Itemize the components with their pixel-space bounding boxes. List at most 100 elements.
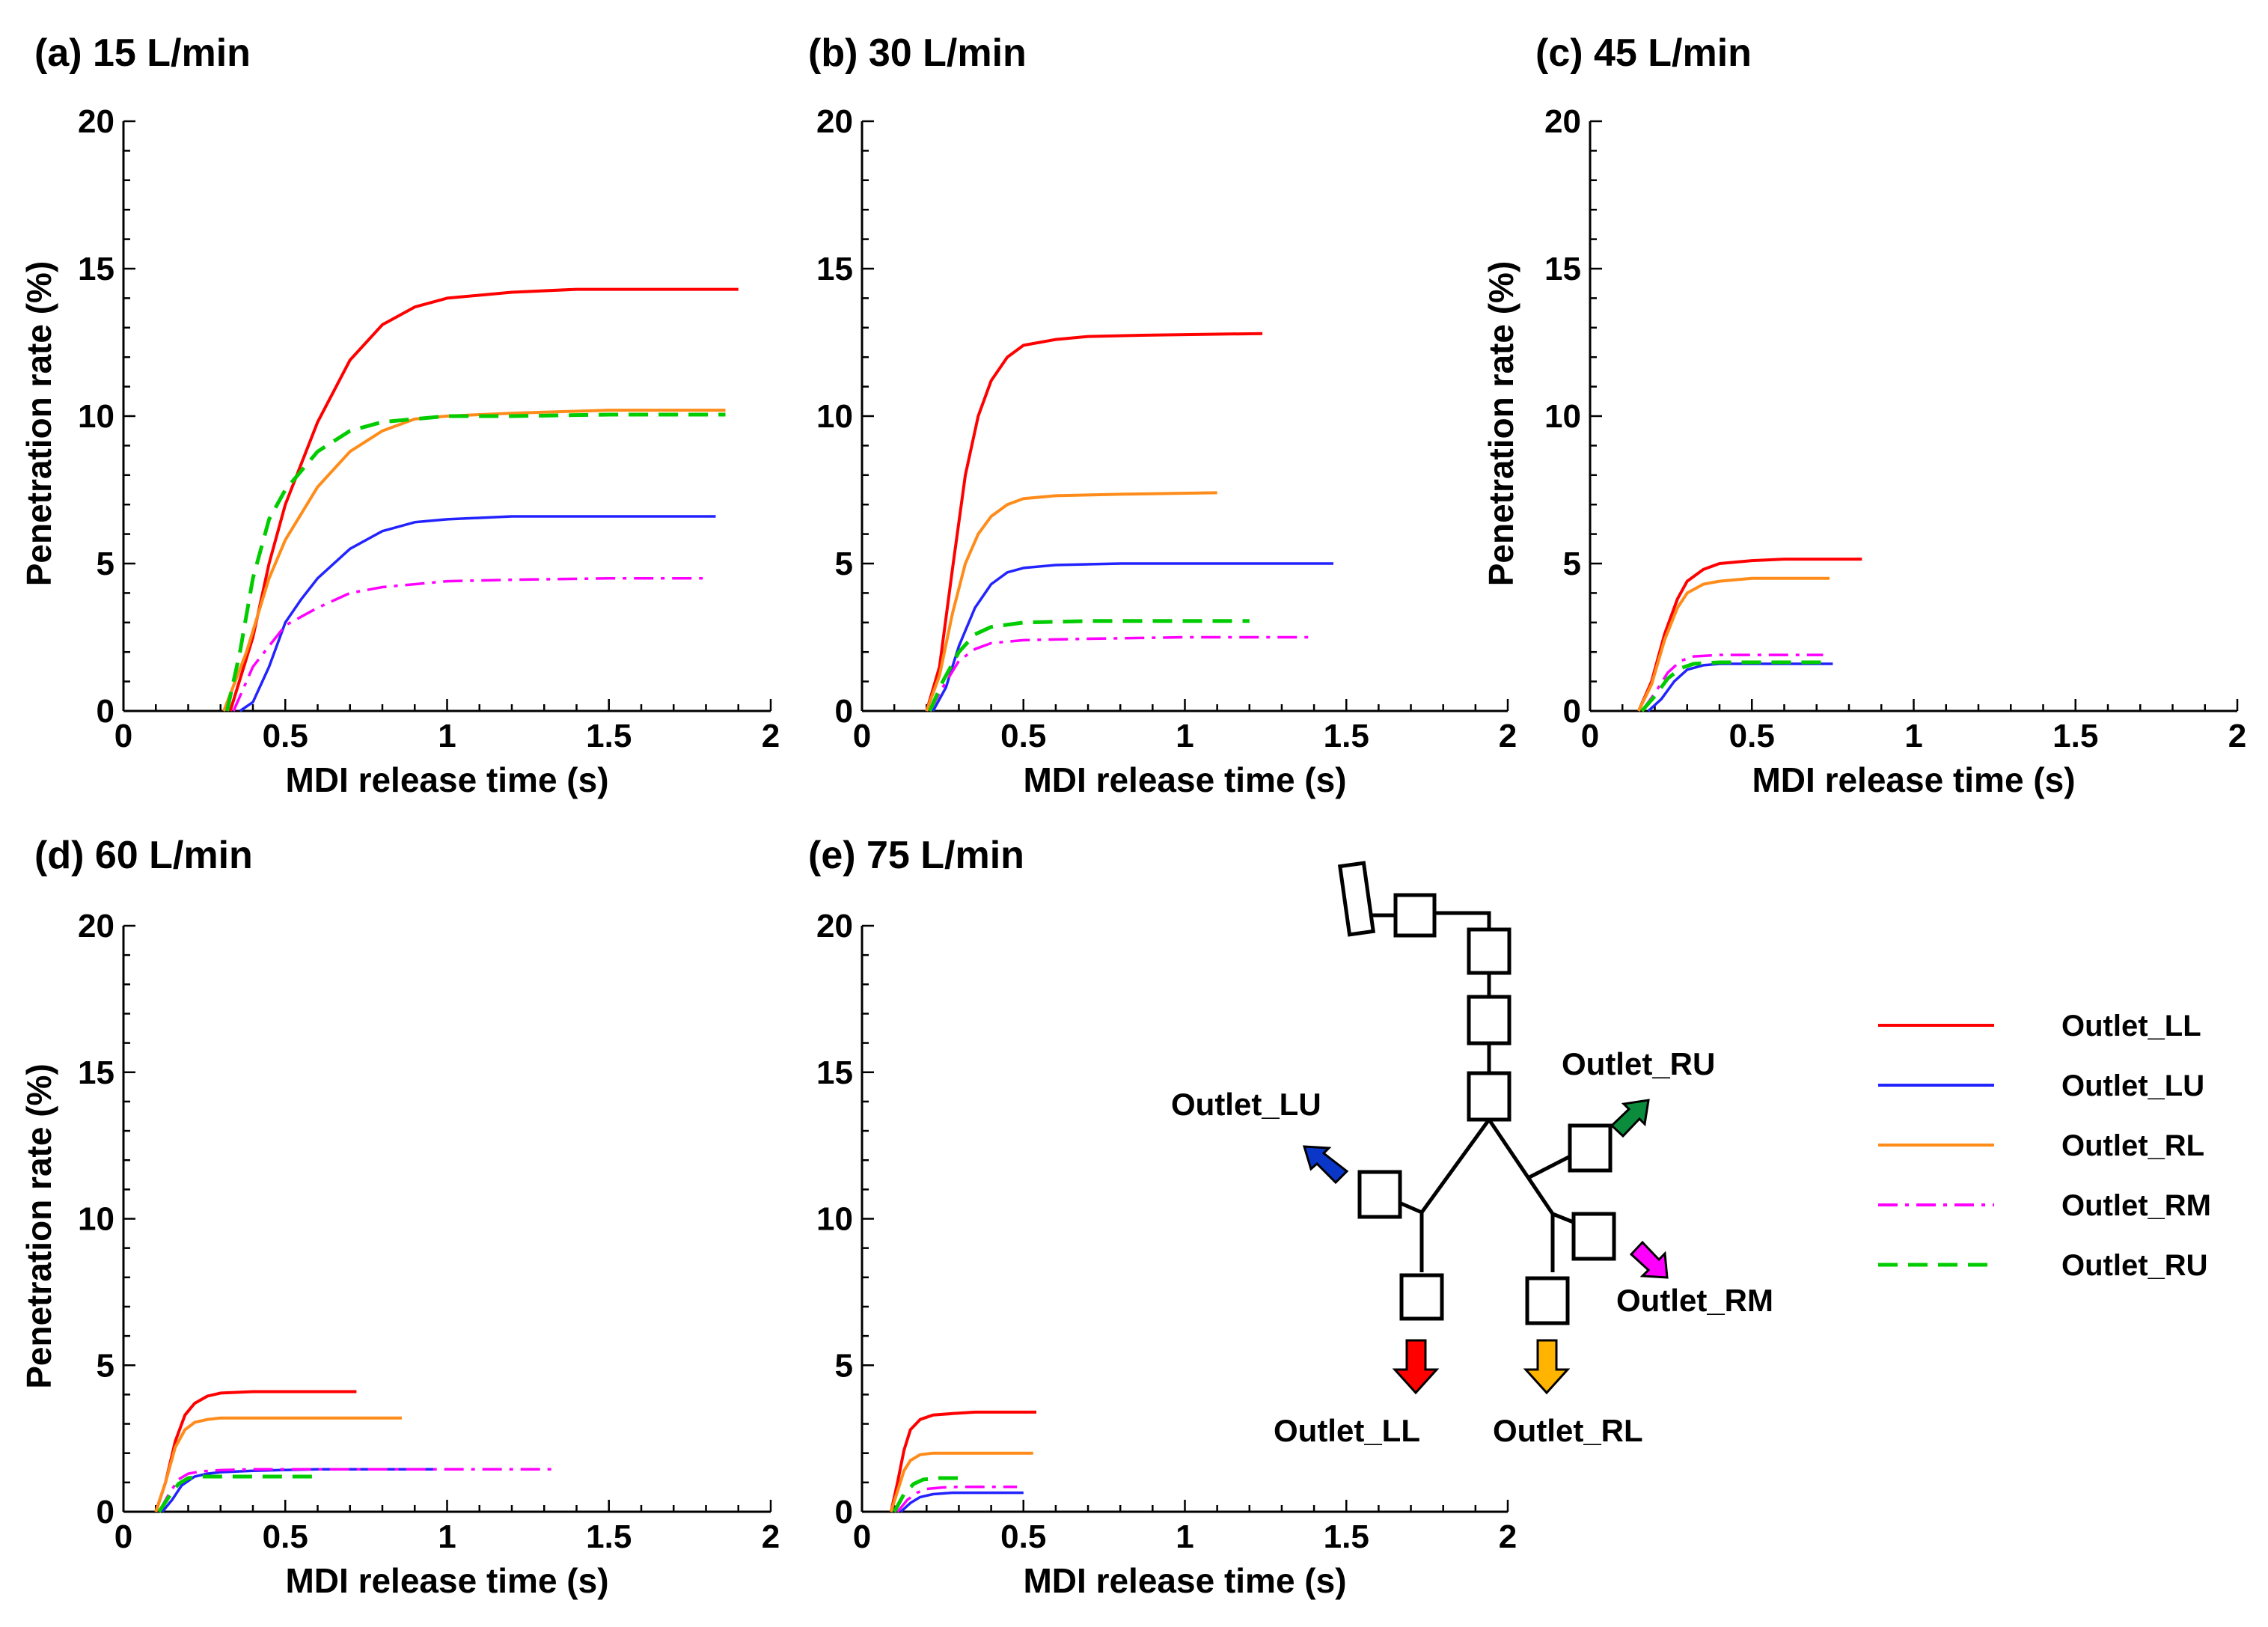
- x-tick-label: 1.5: [586, 1518, 632, 1555]
- x-tick-label: 2: [1499, 1518, 1517, 1555]
- y-tick-label: 0: [835, 1494, 853, 1530]
- outlet-ll-label: Outlet_LL: [1274, 1413, 1420, 1448]
- x-tick-label: 1: [1176, 718, 1193, 754]
- series-line-outlet-rl: [222, 409, 726, 712]
- outlet-rl-arrow-icon: [1523, 1339, 1571, 1395]
- diagram-box: [1467, 927, 1512, 975]
- x-tick-label: 2: [2228, 718, 2246, 754]
- y-tick-label: 10: [816, 398, 853, 435]
- y-tick-label: 20: [1544, 103, 1581, 140]
- y-tick-label: 10: [1544, 398, 1581, 435]
- legend-label: Outlet_RU: [2061, 1249, 2208, 1282]
- series-line-outlet-lu: [1647, 662, 1833, 712]
- panel-c: (c) 45 L/min 0 5 10 15 20 0 0.5 1 1.5 2 MDI release…: [1482, 31, 2246, 799]
- x-tick-label: 1: [438, 1518, 456, 1555]
- y-tick-label: 5: [835, 1347, 853, 1384]
- y-tick-label: 5: [1563, 546, 1581, 582]
- series-line-outlet-ru: [157, 1474, 318, 1513]
- x-tick-label: 0: [853, 718, 871, 754]
- diagram-box: [1467, 995, 1512, 1046]
- x-tick-label: 0.5: [1000, 1518, 1046, 1555]
- series-line-outlet-rl: [154, 1416, 402, 1512]
- diagram-box: [1467, 1071, 1512, 1122]
- x-axis-label: MDI release time (s): [285, 1561, 608, 1600]
- series-line-outlet-ru: [893, 1476, 959, 1513]
- series-line-outlet-rm: [232, 576, 706, 712]
- y-tick-label: 5: [835, 546, 853, 582]
- series-line-outlet-lu: [239, 515, 716, 712]
- x-axis-label: MDI release time (s): [1752, 760, 2075, 799]
- legend-label: Outlet_LL: [2061, 1010, 2201, 1043]
- x-tick-label: 0.5: [263, 718, 308, 754]
- y-tick-label: 20: [816, 103, 853, 140]
- outlet-arrows: [1302, 1099, 1669, 1395]
- airway-schematic: [1337, 861, 1616, 1325]
- y-tick-label: 15: [1544, 251, 1581, 287]
- panel-a: (a) 15 L/min 0 5 10 15 20 0 0.5 1 1.5 2 MDI release…: [19, 31, 780, 799]
- x-tick-label: 0.5: [263, 1518, 308, 1555]
- series-line-outlet-rm: [929, 635, 1315, 712]
- chart-title: (d) 60 L/min: [34, 834, 253, 877]
- x-axis-label: MDI release time (s): [1023, 1561, 1346, 1600]
- y-tick-label: 0: [97, 693, 114, 730]
- series-line-outlet-rl: [1637, 576, 1830, 712]
- series-line-outlet-ll: [889, 1410, 1036, 1512]
- diagram-box: [1337, 861, 1376, 937]
- series-line-outlet-ll: [228, 287, 739, 712]
- series-line-outlet-ll: [925, 332, 1263, 712]
- x-tick-label: 2: [762, 1518, 780, 1555]
- outlet-lu-arrow-icon: [1302, 1145, 1349, 1185]
- y-tick-label: 20: [78, 103, 114, 140]
- panel-d: (d) 60 L/min 0 5 10 15 20 0 0.5 1 1.5 2 MDI release…: [19, 834, 780, 1600]
- x-tick-label: 0: [114, 718, 132, 754]
- diagram-box: [1357, 1170, 1402, 1219]
- y-tick-label: 20: [816, 908, 853, 944]
- y-tick-label: 15: [78, 251, 114, 287]
- legend-label: Outlet_LU: [2061, 1069, 2204, 1102]
- x-tick-label: 1: [1176, 1518, 1193, 1555]
- y-axis-label: Penetration rate (%): [19, 1063, 58, 1389]
- series-line-outlet-ru: [928, 619, 1250, 712]
- diagram-line: [1434, 911, 1491, 930]
- x-tick-label: 0.5: [1729, 718, 1775, 754]
- x-tick-label: 1.5: [1324, 718, 1369, 754]
- series-line-outlet-ru: [224, 412, 726, 712]
- chart-title: (e) 75 L/min: [808, 834, 1024, 877]
- y-tick-label: 20: [78, 908, 114, 944]
- y-axis-label: Penetration rate (%): [19, 261, 58, 587]
- outlet-labels: Outlet_LU Outlet_RU Outlet_RM Outlet_LL …: [1171, 1046, 1773, 1448]
- series-line-outlet-lu: [932, 562, 1333, 712]
- x-tick-label: 0: [1581, 718, 1599, 754]
- series-line-outlet-ll: [1637, 558, 1862, 712]
- chart-title: (b) 30 L/min: [808, 31, 1027, 75]
- series-line-outlet-rm: [1640, 653, 1824, 712]
- outlet-lu-label: Outlet_LU: [1171, 1087, 1321, 1122]
- legend: Outlet_LL Outlet_LU Outlet_RL Outlet_RM Outl…: [1878, 1010, 2211, 1282]
- x-tick-label: 1.5: [586, 718, 632, 754]
- x-axis-label: MDI release time (s): [1023, 760, 1346, 799]
- diagram-box: [1568, 1123, 1613, 1173]
- x-tick-label: 0: [114, 1518, 132, 1555]
- diagram-box: [1525, 1276, 1570, 1325]
- y-tick-label: 0: [1563, 693, 1581, 730]
- legend-label: Outlet_RM: [2061, 1189, 2211, 1222]
- panel-e: (e) 75 L/min 0 5 10 15 20 0 0.5 1 1.5 2 MDI release…: [808, 834, 1517, 1600]
- series-line-outlet-rl: [925, 491, 1217, 712]
- panel-b: (b) 30 L/min 0 5 10 15 20 0 0.5 1 1.5 2 MDI release…: [808, 31, 1517, 799]
- diagram-line: [1419, 1118, 1491, 1272]
- y-axis-label: Penetration rate (%): [1482, 261, 1520, 587]
- x-tick-label: 1: [438, 718, 456, 754]
- y-tick-label: 0: [835, 693, 853, 730]
- y-tick-label: 15: [816, 251, 853, 287]
- chart-title: (a) 15 L/min: [34, 31, 251, 75]
- outlet-rl-label: Outlet_RL: [1493, 1413, 1643, 1448]
- diagram-box: [1399, 1273, 1444, 1321]
- x-tick-label: 1.5: [2052, 718, 2098, 754]
- x-tick-label: 0.5: [1000, 718, 1046, 754]
- diagram-line: [1487, 1118, 1555, 1272]
- outlet-ll-arrow-icon: [1392, 1339, 1440, 1395]
- series-line-outlet-ru: [1640, 660, 1824, 712]
- y-tick-label: 15: [816, 1054, 853, 1091]
- y-tick-label: 5: [97, 546, 114, 582]
